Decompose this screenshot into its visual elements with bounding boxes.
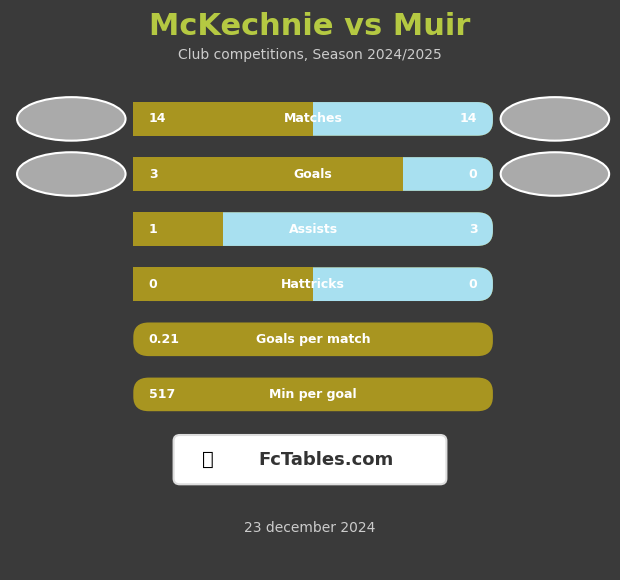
Text: Club competitions, Season 2024/2025: Club competitions, Season 2024/2025 bbox=[178, 48, 442, 62]
Ellipse shape bbox=[501, 97, 609, 140]
FancyBboxPatch shape bbox=[133, 157, 403, 191]
Text: Goals: Goals bbox=[294, 168, 332, 180]
Ellipse shape bbox=[17, 152, 125, 196]
Text: 0: 0 bbox=[469, 278, 477, 291]
Text: Assists: Assists bbox=[288, 223, 338, 235]
FancyBboxPatch shape bbox=[133, 212, 223, 246]
Text: 3: 3 bbox=[149, 168, 157, 180]
FancyBboxPatch shape bbox=[133, 322, 493, 356]
Text: 1: 1 bbox=[149, 223, 157, 235]
FancyBboxPatch shape bbox=[133, 102, 493, 136]
Text: 0: 0 bbox=[149, 278, 157, 291]
Text: 517: 517 bbox=[149, 388, 175, 401]
Text: McKechnie vs Muir: McKechnie vs Muir bbox=[149, 12, 471, 41]
FancyBboxPatch shape bbox=[133, 102, 313, 136]
FancyBboxPatch shape bbox=[133, 212, 493, 246]
FancyBboxPatch shape bbox=[133, 102, 493, 136]
Text: 0: 0 bbox=[469, 168, 477, 180]
FancyBboxPatch shape bbox=[133, 267, 313, 301]
Text: 14: 14 bbox=[460, 113, 477, 125]
FancyBboxPatch shape bbox=[133, 267, 493, 301]
Text: 3: 3 bbox=[469, 223, 477, 235]
FancyBboxPatch shape bbox=[133, 157, 493, 191]
Text: 23 december 2024: 23 december 2024 bbox=[244, 521, 376, 535]
Ellipse shape bbox=[17, 97, 125, 140]
Text: Matches: Matches bbox=[284, 113, 342, 125]
Text: Hattricks: Hattricks bbox=[281, 278, 345, 291]
Text: Min per goal: Min per goal bbox=[269, 388, 357, 401]
Ellipse shape bbox=[501, 152, 609, 196]
FancyBboxPatch shape bbox=[133, 212, 493, 246]
FancyBboxPatch shape bbox=[133, 378, 493, 411]
Text: 0.21: 0.21 bbox=[149, 333, 180, 346]
FancyBboxPatch shape bbox=[133, 267, 493, 301]
FancyBboxPatch shape bbox=[174, 435, 446, 484]
Text: Goals per match: Goals per match bbox=[256, 333, 370, 346]
Text: 📊: 📊 bbox=[202, 450, 213, 469]
Text: 14: 14 bbox=[149, 113, 166, 125]
FancyBboxPatch shape bbox=[133, 157, 493, 191]
Text: FcTables.com: FcTables.com bbox=[258, 451, 393, 469]
